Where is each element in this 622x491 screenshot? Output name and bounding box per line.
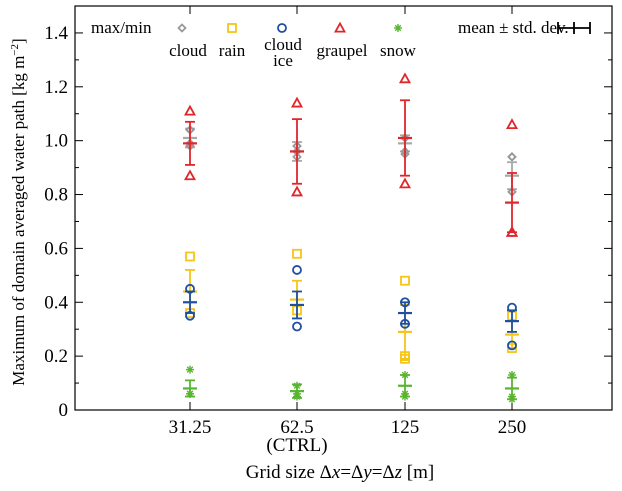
legend-label-snow: snow — [380, 41, 417, 60]
x-tick-label: 250 — [498, 417, 527, 438]
y-axis-label: Maximum of domain averaged water path [k… — [9, 38, 28, 385]
x-tick-label: 125 — [391, 417, 420, 438]
data-point — [293, 392, 301, 401]
series-cloud-ice — [183, 265, 519, 351]
data-point — [508, 392, 516, 401]
legend-mean-symbol — [557, 22, 591, 34]
legend-maxmin-label: max/min — [91, 18, 152, 37]
y-tick-label: 0.2 — [44, 346, 68, 367]
legend-label-graupel: graupel — [317, 41, 368, 60]
data-point — [398, 72, 412, 84]
plot-border — [74, 5, 613, 411]
series-graupel — [183, 72, 519, 237]
series-layer — [183, 72, 519, 404]
legend-label-cloud: cloud — [169, 41, 207, 60]
y-axis: 0 0.2 0.4 0.6 0.8 1.0 1.2 1.4 — [44, 5, 612, 421]
x-axis-label: Grid size Δx=Δy=Δz [m] — [246, 462, 434, 483]
data-point — [400, 297, 410, 308]
x-axis: 31.25 62.5(CTRL) 125 250 — [169, 6, 527, 456]
y-tick-label: 1.4 — [44, 23, 68, 44]
error-bar — [398, 99, 412, 177]
legend-label-cloud-ice-line2: ice — [273, 51, 293, 70]
legend-marker-graupel — [333, 21, 347, 33]
y-tick-label: 0.4 — [44, 292, 68, 313]
data-point — [507, 340, 517, 351]
data-point — [398, 177, 412, 189]
data-point — [292, 248, 302, 259]
series-snow — [183, 365, 519, 404]
data-point — [400, 275, 410, 286]
series-rain — [183, 248, 519, 364]
data-point — [185, 251, 195, 262]
data-point — [186, 389, 194, 398]
data-point — [293, 381, 301, 390]
error-bar — [505, 172, 519, 234]
data-point — [186, 365, 194, 374]
legend-label-cloud-ice: cloud — [264, 35, 302, 54]
data-point — [185, 283, 195, 294]
error-bar — [290, 290, 304, 320]
data-point — [292, 265, 302, 275]
legend-marker-rain — [227, 23, 237, 33]
y-tick-label: 1.2 — [44, 77, 68, 98]
data-point — [183, 169, 197, 181]
y-tick-label: 0.8 — [44, 185, 68, 206]
data-point — [507, 152, 517, 162]
data-point — [508, 370, 516, 379]
data-point — [507, 302, 517, 313]
y-tick-label: 0 — [59, 400, 69, 421]
data-point — [401, 370, 409, 379]
data-point — [185, 310, 195, 321]
data-point — [290, 185, 304, 197]
data-point — [505, 118, 519, 130]
legend-marker-cloud-ice — [277, 23, 287, 33]
data-point — [292, 321, 302, 332]
x-tick-label: 31.25 — [169, 417, 212, 438]
data-point — [183, 104, 197, 116]
legend-mean-label: mean ± std. dev. — [458, 18, 569, 37]
series-cloud — [183, 125, 519, 197]
x-tick-label: 62.5 — [280, 417, 313, 438]
y-tick-label: 0.6 — [44, 238, 68, 259]
data-point — [290, 96, 304, 108]
data-point — [400, 353, 410, 364]
plot-frame — [74, 5, 613, 411]
data-point — [505, 225, 519, 237]
data-point — [400, 318, 410, 329]
legend-label-rain: rain — [219, 41, 246, 60]
legend-marker-snow — [394, 24, 402, 32]
y-tick-label: 1.0 — [44, 131, 68, 152]
legend-marker-cloud — [177, 23, 187, 33]
data-point — [401, 392, 409, 401]
error-bar — [290, 118, 304, 185]
x-tick-sublabel: (CTRL) — [266, 435, 327, 456]
error-bar — [183, 120, 197, 166]
